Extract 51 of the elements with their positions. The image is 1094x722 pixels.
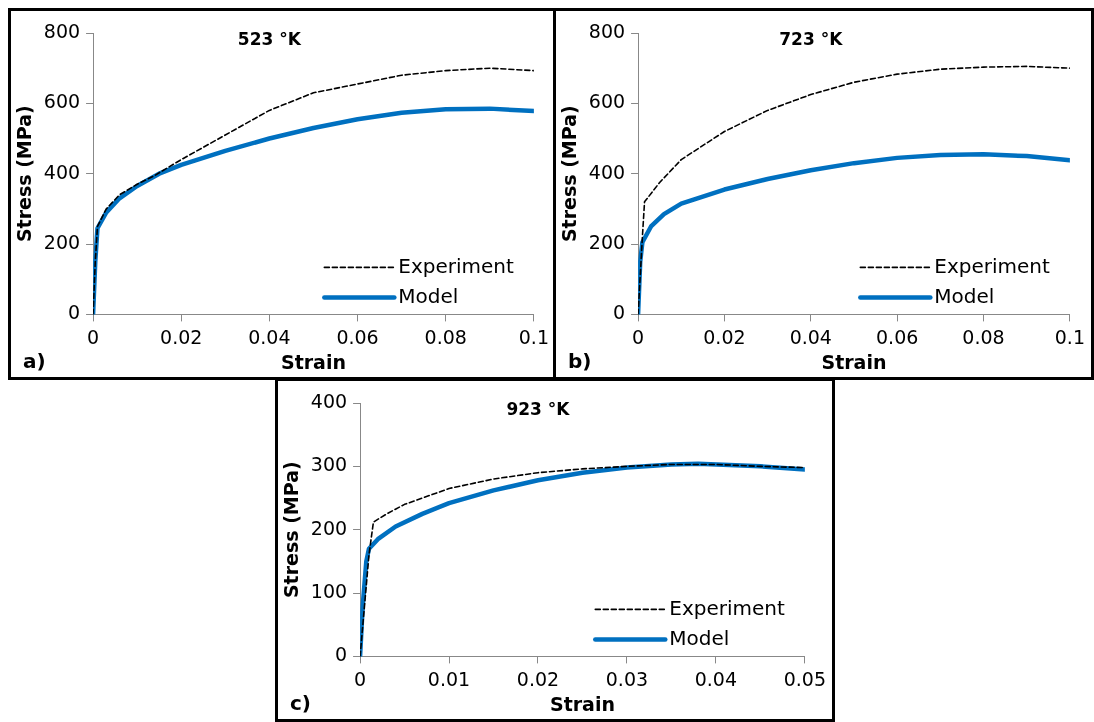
x-tick-label: 0.03 [605, 667, 649, 690]
y-tick-label: 200 [310, 516, 348, 539]
x-tick-label: 0.02 [516, 667, 560, 690]
y-tick-label: 600 [43, 90, 81, 113]
y-tick-label: 300 [310, 453, 348, 476]
chart-title: 523 °K [237, 29, 302, 50]
x-tick-label: 0.01 [427, 667, 471, 690]
x-tick-label: 0 [632, 325, 645, 348]
y-tick-label: 0 [334, 643, 348, 666]
y-tick-label: 800 [43, 19, 81, 42]
x-axis-title: Strain [280, 350, 346, 373]
x-tick-label: 0.1 [518, 325, 549, 348]
chart-title: 923 °K [506, 399, 571, 420]
x-tick-label: 0.02 [703, 325, 746, 348]
y-axis-title: Stress (MPa) [558, 105, 581, 243]
text: a) [23, 349, 46, 373]
y-tick-label: 600 [588, 90, 626, 113]
y-tick-label: 200 [43, 230, 81, 253]
legend-label: Experiment [934, 253, 1051, 278]
x-axis-title: Strain [821, 350, 887, 373]
x-tick-label: 0.02 [160, 325, 203, 348]
y-tick-label: 400 [43, 160, 81, 183]
x-tick-label: 0.08 [962, 325, 1005, 348]
x-tick-label: 0.06 [876, 325, 919, 348]
x-axis-title: Strain [549, 692, 615, 715]
legend-label: Model [669, 625, 730, 650]
x-tick-label: 0.05 [783, 667, 826, 690]
x-tick-label: 0.08 [424, 325, 467, 348]
y-tick-label: 400 [588, 160, 626, 183]
legend-label: Experiment [398, 253, 515, 278]
x-tick-label: 0 [354, 667, 367, 690]
legend-label: Experiment [669, 595, 786, 620]
y-axis-title: Stress (MPa) [280, 461, 303, 599]
x-tick-label: 0.04 [248, 325, 291, 348]
legend-label: Model [934, 283, 995, 308]
x-tick-label: 0.04 [694, 667, 738, 690]
x-tick-label: 0 [87, 325, 100, 348]
legend-label: Model [398, 283, 459, 308]
y-tick-label: 0 [67, 301, 81, 324]
x-tick-label: 0.06 [336, 325, 379, 348]
y-tick-label: 100 [310, 579, 348, 602]
y-axis-title: Stress (MPa) [13, 105, 36, 243]
text: b) [568, 349, 592, 373]
x-tick-label: 0.1 [1054, 325, 1085, 348]
y-tick-label: 800 [588, 19, 626, 42]
y-tick-label: 200 [588, 230, 626, 253]
y-tick-label: 400 [310, 389, 348, 412]
y-tick-label: 0 [612, 301, 626, 324]
chart-title: 723 °K [779, 29, 844, 50]
text: c) [290, 691, 311, 715]
x-tick-label: 0.04 [789, 325, 832, 348]
